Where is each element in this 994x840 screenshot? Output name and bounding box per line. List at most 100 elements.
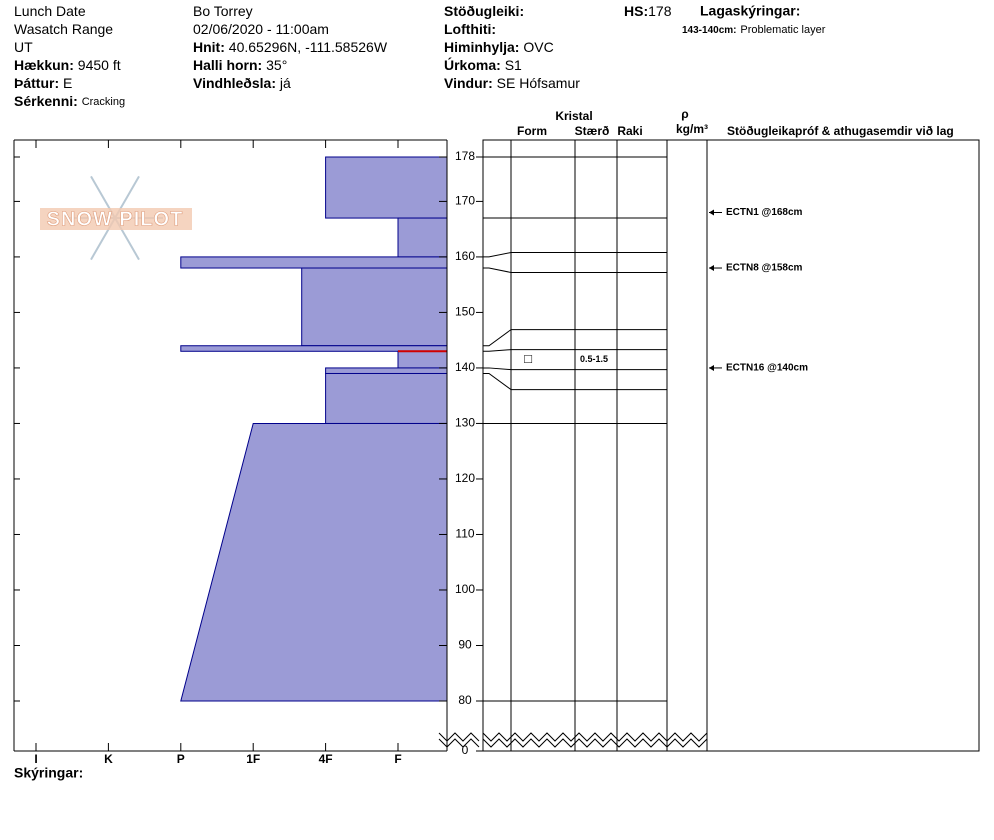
hardness-layer (397, 350, 448, 369)
hardness-layer (301, 267, 448, 347)
header-field: Lofthiti: (444, 21, 496, 37)
column-header: Kristal (555, 109, 592, 123)
header-field: Þáttur: E (14, 75, 72, 91)
depth-label: 160 (455, 249, 475, 263)
header-field: Hnit: 40.65296N, -111.58526W (193, 39, 388, 55)
depth-label: 80 (458, 693, 472, 707)
field-value: 35° (266, 57, 287, 73)
header-field: Lunch Date (14, 3, 86, 19)
field-value: Bo Torrey (193, 3, 253, 19)
header-field: Himinhylja: OVC (444, 39, 554, 55)
field-key: Himinhylja: (444, 39, 519, 55)
field-key: Hnit: (193, 39, 225, 55)
column-header: ρ (681, 107, 688, 121)
logo-band (40, 208, 192, 230)
legend-text: Problematic layer (740, 24, 825, 36)
field-value: UT (14, 39, 33, 55)
test-label: ECTN8 @158cm (726, 263, 803, 274)
hardness-label: P (177, 752, 185, 766)
legend-title: Lagaskýringar: (700, 3, 800, 19)
test-arrowhead (709, 209, 714, 216)
field-value: Wasatch Range (14, 21, 113, 37)
axis-break (438, 732, 480, 742)
layer-connector (483, 267, 512, 273)
column-header: kg/m³ (676, 122, 708, 136)
logo: SNOW PILOT (47, 208, 184, 230)
header-field: Hækkun: 9450 ft (14, 57, 121, 73)
depth-label: 0 (462, 743, 469, 757)
field-key: Halli horn: (193, 57, 262, 73)
table-frame (482, 139, 980, 752)
field-key: Sérkenni: (14, 93, 78, 109)
grain-size: 0.5-1.5 (580, 354, 608, 364)
field-key: Stöðugleiki: (444, 3, 524, 19)
field-key: Vindur: (444, 75, 493, 91)
hardness-layer (180, 422, 448, 702)
test-label: ECTN16 @140cm (726, 363, 808, 374)
column-header: Stöðugleikapróf & athugasemdir við lag (727, 124, 954, 138)
hardness-label: 1F (246, 752, 260, 766)
header-field: Halli horn: 35° (193, 57, 287, 73)
hardness-label: I (34, 752, 37, 766)
field-value: 40.65296N, -111.58526W (229, 39, 388, 55)
field-value: E (63, 75, 72, 91)
layer-connector (483, 329, 512, 347)
depth-label: 178 (455, 149, 475, 163)
header-field: Úrkoma: S1 (444, 56, 522, 73)
legend-depth: 143-140cm: (682, 25, 736, 36)
field-value: SE Hófsamur (497, 75, 581, 91)
field-key: Vindhleðsla: (193, 75, 276, 91)
field-key: Hækkun: (14, 57, 74, 73)
notes-label: Skýringar: (14, 765, 83, 781)
layer-connector (483, 372, 512, 391)
hardness-layer (325, 367, 448, 374)
header-field: Sérkenni: Cracking (14, 93, 125, 109)
column-header: Raki (617, 124, 642, 138)
field-key: Úrkoma: (444, 56, 501, 73)
field-key: Þáttur: (14, 75, 59, 91)
column-header: Form (517, 124, 547, 138)
hardness-label: K (104, 752, 113, 766)
hardness-layer (180, 256, 448, 269)
axis-break (482, 738, 708, 748)
header-field: 02/06/2020 - 11:00am (193, 21, 329, 37)
column-header: Stærð (575, 124, 610, 138)
field-value: OVC (523, 39, 553, 55)
header-field: UT (14, 39, 33, 55)
hardness-layer (325, 372, 448, 424)
header-field: Wasatch Range (14, 21, 113, 37)
depth-label: 140 (455, 360, 475, 374)
hs: HS:178 (624, 3, 672, 19)
layer-connector (483, 251, 512, 258)
test-arrowhead (709, 265, 714, 272)
hardness-label: F (394, 752, 401, 766)
depth-label: 130 (455, 416, 475, 430)
field-value: 02/06/2020 - 11:00am (193, 21, 329, 37)
grain-form: □ (524, 351, 532, 366)
layer-connector (483, 349, 512, 352)
axis-break (438, 738, 480, 748)
test-arrowhead (709, 364, 714, 371)
field-key: Lofthiti: (444, 21, 496, 37)
depth-label: 150 (455, 305, 475, 319)
field-value: Cracking (82, 96, 125, 108)
legend-entry: 143-140cm: Problematic layer (682, 21, 826, 37)
depth-label: 90 (458, 638, 472, 652)
layer-connector (483, 367, 512, 371)
depth-label: 100 (455, 582, 475, 596)
axis-break (482, 732, 708, 742)
header-field: Stöðugleiki: (444, 3, 524, 19)
test-label: ECTN1 @168cm (726, 207, 803, 218)
field-value: 9450 ft (78, 57, 121, 73)
header-field: Vindur: SE Hófsamur (444, 75, 580, 91)
header-field: Vindhleðsla: já (193, 75, 291, 91)
header-field: Bo Torrey (193, 3, 253, 19)
depth-label: 110 (455, 527, 474, 541)
hardness-layer (397, 217, 448, 258)
field-value: Lunch Date (14, 3, 86, 19)
hardness-label: 4F (319, 752, 333, 766)
field-value: S1 (505, 57, 522, 73)
hs-value: 178 (648, 3, 672, 19)
field-value: já (279, 75, 291, 91)
